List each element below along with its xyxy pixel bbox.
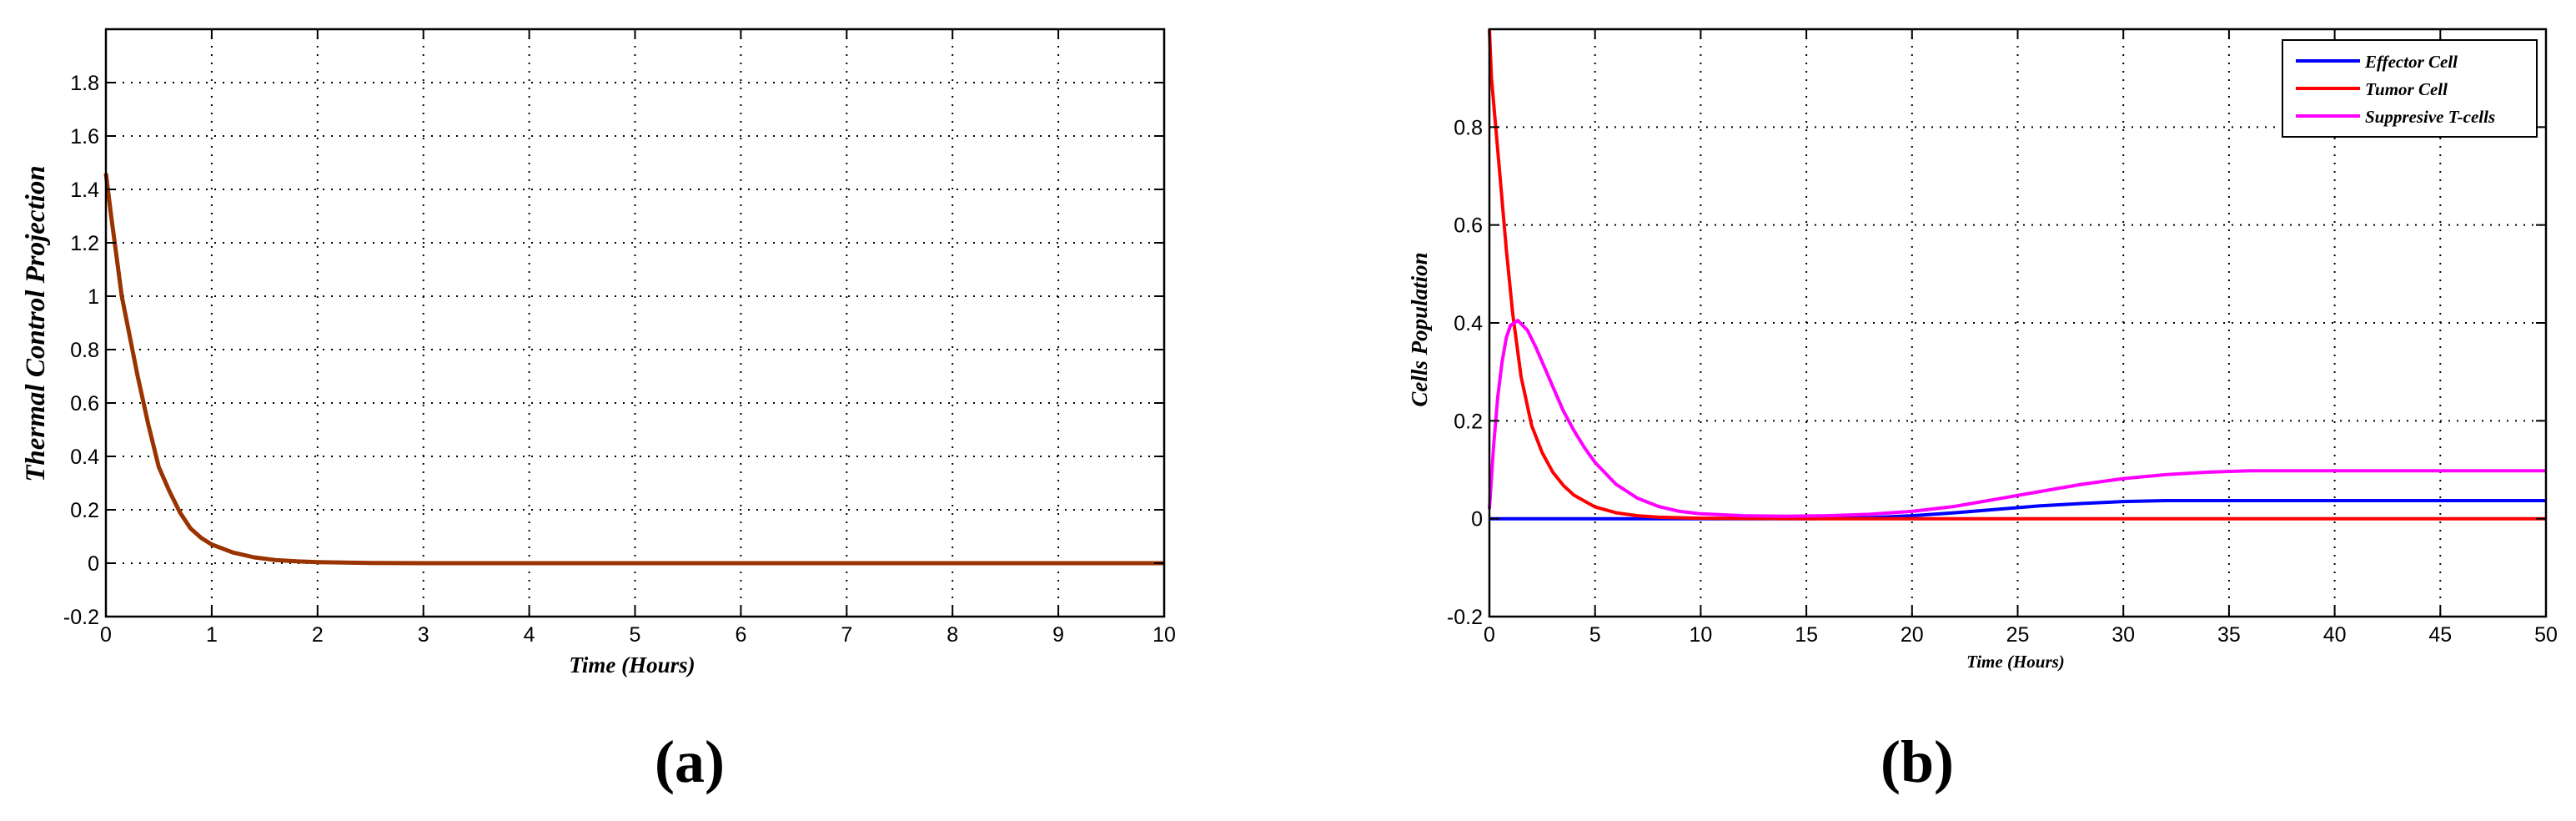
series-line-tumor-cell bbox=[1488, 28, 2546, 521]
y-tick-label: 0.2 bbox=[1454, 410, 1483, 433]
x-tick-label: 20 bbox=[1901, 623, 1924, 647]
x-tick-label: 3 bbox=[418, 623, 429, 647]
panel-a-curves bbox=[103, 173, 1164, 566]
x-tick-label: 0 bbox=[100, 623, 112, 647]
legend-label: Suppresive T-cells bbox=[2365, 107, 2495, 127]
panel-b-y-axis-label: Cells Population bbox=[1407, 252, 1432, 406]
y-tick-label: 0 bbox=[88, 552, 99, 576]
x-tick-label: 45 bbox=[2428, 623, 2452, 647]
y-tick-label: 0.6 bbox=[1454, 214, 1483, 238]
x-tick-label: 10 bbox=[1152, 623, 1176, 647]
panel-b-legend: Effector Cell Tumor Cell Suppresive T-ce… bbox=[2282, 39, 2538, 138]
x-tick-label: 10 bbox=[1689, 623, 1712, 647]
x-tick-label: 40 bbox=[2323, 623, 2347, 647]
x-tick-label: 1 bbox=[206, 623, 218, 647]
y-tick-label: 0.4 bbox=[70, 446, 99, 469]
y-tick-label: 0.4 bbox=[1454, 312, 1483, 335]
y-tick-label: 0.6 bbox=[70, 392, 99, 416]
legend-item-tumor-cell: Tumor Cell bbox=[2296, 79, 2448, 99]
x-tick-label: 25 bbox=[2006, 623, 2030, 647]
y-tick-label: -0.2 bbox=[63, 606, 99, 629]
y-tick-label: -0.2 bbox=[1447, 606, 1483, 629]
legend-label: Effector Cell bbox=[2364, 52, 2458, 72]
x-tick-label: 15 bbox=[1795, 623, 1818, 647]
panel-b-x-axis-label: Time (Hours) bbox=[1966, 652, 2065, 672]
x-tick-label: 5 bbox=[1589, 623, 1601, 647]
legend-item-effector-cell: Effector Cell bbox=[2296, 52, 2458, 72]
legend-label: Tumor Cell bbox=[2365, 79, 2448, 99]
x-tick-label: 30 bbox=[2112, 623, 2135, 647]
x-tick-label: 35 bbox=[2217, 623, 2241, 647]
panel-b-caption: (b) bbox=[1881, 728, 1954, 795]
y-tick-label: 1 bbox=[88, 285, 99, 309]
panel-a-caption: (a) bbox=[655, 728, 725, 795]
panel-a-y-axis-label: Thermal Control Projection bbox=[21, 165, 51, 482]
x-tick-label: 8 bbox=[947, 623, 958, 647]
x-tick-label: 50 bbox=[2534, 623, 2558, 647]
series-line-thermal-control bbox=[103, 173, 1164, 566]
y-tick-label: 0 bbox=[1471, 508, 1483, 531]
y-tick-label: 0.8 bbox=[1454, 116, 1483, 139]
x-tick-label: 2 bbox=[312, 623, 324, 647]
panel-b-grid bbox=[1489, 29, 2546, 617]
x-tick-label: 5 bbox=[630, 623, 641, 647]
panel-b-curves bbox=[1488, 28, 2546, 521]
legend-item-suppresive-t-cells: Suppresive T-cells bbox=[2296, 107, 2495, 127]
y-tick-label: 1.6 bbox=[70, 125, 99, 149]
panel-a-x-axis-label: Time (Hours) bbox=[569, 652, 695, 677]
y-tick-label: 1.2 bbox=[70, 232, 99, 255]
y-tick-label: 0.2 bbox=[70, 499, 99, 522]
y-tick-label: 0.8 bbox=[70, 339, 99, 362]
y-tick-label: 1.4 bbox=[70, 179, 99, 202]
panel-a-grid bbox=[106, 29, 1164, 617]
x-tick-label: 4 bbox=[524, 623, 535, 647]
panel-a-chart: 0 1 2 3 4 5 6 7 8 9 10-0.200.20.40.60.811.21.41.61… bbox=[21, 28, 1176, 795]
panel-b-ticks: 0 5 10 15 20 25 30 35 40 45 50-0.200.20.40.60.8 bbox=[1447, 29, 2558, 647]
series-line-suppresive-t-cells bbox=[1488, 319, 2546, 518]
panel-b-chart: 0 5 10 15 20 25 30 35 40 45 50-0.200.20.40.60.8 Ef… bbox=[1407, 28, 2558, 795]
panel-a-ticks: 0 1 2 3 4 5 6 7 8 9 10-0.200.20.40.60.811.21.41.61… bbox=[63, 29, 1176, 647]
x-tick-label: 7 bbox=[841, 623, 852, 647]
y-tick-label: 1.8 bbox=[70, 72, 99, 95]
x-tick-label: 9 bbox=[1052, 623, 1064, 647]
x-tick-label: 0 bbox=[1484, 623, 1495, 647]
x-tick-label: 6 bbox=[735, 623, 746, 647]
